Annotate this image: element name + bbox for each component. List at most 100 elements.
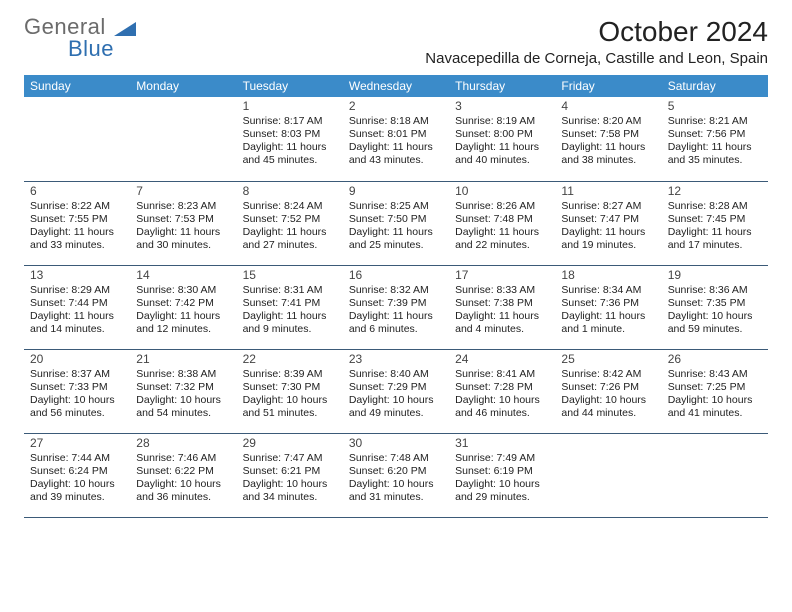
daylight-text: Daylight: 10 hours and 49 minutes. [349,394,443,420]
sunrise-text: Sunrise: 8:33 AM [455,284,549,297]
sunset-text: Sunset: 8:00 PM [455,128,549,141]
sunrise-text: Sunrise: 8:37 AM [30,368,124,381]
day-number: 30 [349,436,443,451]
sunrise-text: Sunrise: 8:31 AM [243,284,337,297]
calendar-day-cell: 23Sunrise: 8:40 AMSunset: 7:29 PMDayligh… [343,349,449,433]
calendar-day-cell: 21Sunrise: 8:38 AMSunset: 7:32 PMDayligh… [130,349,236,433]
sunset-text: Sunset: 7:35 PM [668,297,762,310]
daylight-text: Daylight: 10 hours and 56 minutes. [30,394,124,420]
sunset-text: Sunset: 7:52 PM [243,213,337,226]
sunrise-text: Sunrise: 7:46 AM [136,452,230,465]
sunset-text: Sunset: 7:38 PM [455,297,549,310]
calendar-day-cell: 9Sunrise: 8:25 AMSunset: 7:50 PMDaylight… [343,181,449,265]
sunset-text: Sunset: 8:03 PM [243,128,337,141]
calendar-week-row: 1Sunrise: 8:17 AMSunset: 8:03 PMDaylight… [24,97,768,181]
sunset-text: Sunset: 7:53 PM [136,213,230,226]
calendar-empty-cell [662,433,768,517]
calendar-day-cell: 12Sunrise: 8:28 AMSunset: 7:45 PMDayligh… [662,181,768,265]
daylight-text: Daylight: 10 hours and 44 minutes. [561,394,655,420]
calendar-day-cell: 20Sunrise: 8:37 AMSunset: 7:33 PMDayligh… [24,349,130,433]
daylight-text: Daylight: 10 hours and 29 minutes. [455,478,549,504]
daylight-text: Daylight: 11 hours and 19 minutes. [561,226,655,252]
day-number: 27 [30,436,124,451]
sunset-text: Sunset: 7:55 PM [30,213,124,226]
sunset-text: Sunset: 8:01 PM [349,128,443,141]
sunset-text: Sunset: 7:36 PM [561,297,655,310]
daylight-text: Daylight: 11 hours and 6 minutes. [349,310,443,336]
calendar-empty-cell [555,433,661,517]
daylight-text: Daylight: 11 hours and 22 minutes. [455,226,549,252]
sunset-text: Sunset: 6:19 PM [455,465,549,478]
sunrise-text: Sunrise: 8:38 AM [136,368,230,381]
triangle-icon [114,20,136,42]
calendar-day-cell: 4Sunrise: 8:20 AMSunset: 7:58 PMDaylight… [555,97,661,181]
calendar-day-cell: 5Sunrise: 8:21 AMSunset: 7:56 PMDaylight… [662,97,768,181]
sunset-text: Sunset: 7:25 PM [668,381,762,394]
calendar-page: General Blue October 2024 Navacepedilla … [0,0,792,530]
sunset-text: Sunset: 7:29 PM [349,381,443,394]
calendar-day-cell: 24Sunrise: 8:41 AMSunset: 7:28 PMDayligh… [449,349,555,433]
calendar-day-cell: 2Sunrise: 8:18 AMSunset: 8:01 PMDaylight… [343,97,449,181]
day-number: 25 [561,352,655,367]
sunrise-text: Sunrise: 8:39 AM [243,368,337,381]
sunset-text: Sunset: 6:24 PM [30,465,124,478]
sunrise-text: Sunrise: 8:41 AM [455,368,549,381]
day-number: 10 [455,184,549,199]
sunrise-text: Sunrise: 8:17 AM [243,115,337,128]
daylight-text: Daylight: 11 hours and 27 minutes. [243,226,337,252]
sunset-text: Sunset: 7:58 PM [561,128,655,141]
sunrise-text: Sunrise: 8:19 AM [455,115,549,128]
daylight-text: Daylight: 11 hours and 17 minutes. [668,226,762,252]
day-number: 2 [349,99,443,114]
daylight-text: Daylight: 10 hours and 39 minutes. [30,478,124,504]
daylight-text: Daylight: 10 hours and 41 minutes. [668,394,762,420]
day-number: 31 [455,436,549,451]
calendar-week-row: 13Sunrise: 8:29 AMSunset: 7:44 PMDayligh… [24,265,768,349]
sunrise-text: Sunrise: 8:25 AM [349,200,443,213]
day-number: 1 [243,99,337,114]
calendar-head: SundayMondayTuesdayWednesdayThursdayFrid… [24,75,768,97]
sunset-text: Sunset: 6:22 PM [136,465,230,478]
sunrise-text: Sunrise: 8:43 AM [668,368,762,381]
calendar-day-cell: 31Sunrise: 7:49 AMSunset: 6:19 PMDayligh… [449,433,555,517]
sunrise-text: Sunrise: 8:36 AM [668,284,762,297]
weekday-header: Friday [555,75,661,97]
calendar-day-cell: 15Sunrise: 8:31 AMSunset: 7:41 PMDayligh… [237,265,343,349]
sunrise-text: Sunrise: 7:44 AM [30,452,124,465]
sunset-text: Sunset: 6:21 PM [243,465,337,478]
day-number: 17 [455,268,549,283]
calendar-day-cell: 7Sunrise: 8:23 AMSunset: 7:53 PMDaylight… [130,181,236,265]
calendar-empty-cell [24,97,130,181]
day-number: 8 [243,184,337,199]
sunrise-text: Sunrise: 7:48 AM [349,452,443,465]
sunrise-text: Sunrise: 8:21 AM [668,115,762,128]
sunrise-text: Sunrise: 8:30 AM [136,284,230,297]
title-block: October 2024 Navacepedilla de Corneja, C… [425,16,768,73]
calendar-day-cell: 18Sunrise: 8:34 AMSunset: 7:36 PMDayligh… [555,265,661,349]
calendar-day-cell: 13Sunrise: 8:29 AMSunset: 7:44 PMDayligh… [24,265,130,349]
day-number: 18 [561,268,655,283]
day-number: 3 [455,99,549,114]
sunset-text: Sunset: 6:20 PM [349,465,443,478]
calendar-week-row: 20Sunrise: 8:37 AMSunset: 7:33 PMDayligh… [24,349,768,433]
day-number: 12 [668,184,762,199]
day-number: 28 [136,436,230,451]
day-number: 7 [136,184,230,199]
calendar-day-cell: 11Sunrise: 8:27 AMSunset: 7:47 PMDayligh… [555,181,661,265]
day-number: 11 [561,184,655,199]
weekday-header: Monday [130,75,236,97]
location-text: Navacepedilla de Corneja, Castille and L… [425,50,768,67]
calendar-day-cell: 29Sunrise: 7:47 AMSunset: 6:21 PMDayligh… [237,433,343,517]
daylight-text: Daylight: 10 hours and 34 minutes. [243,478,337,504]
daylight-text: Daylight: 11 hours and 45 minutes. [243,141,337,167]
sunrise-text: Sunrise: 7:49 AM [455,452,549,465]
month-title: October 2024 [425,16,768,48]
day-number: 9 [349,184,443,199]
calendar-week-row: 27Sunrise: 7:44 AMSunset: 6:24 PMDayligh… [24,433,768,517]
sunrise-text: Sunrise: 8:22 AM [30,200,124,213]
sunset-text: Sunset: 7:30 PM [243,381,337,394]
sunrise-text: Sunrise: 8:32 AM [349,284,443,297]
day-number: 6 [30,184,124,199]
calendar-day-cell: 3Sunrise: 8:19 AMSunset: 8:00 PMDaylight… [449,97,555,181]
daylight-text: Daylight: 11 hours and 30 minutes. [136,226,230,252]
